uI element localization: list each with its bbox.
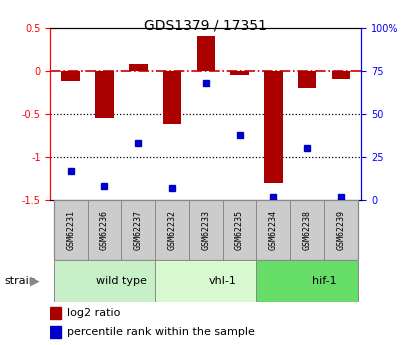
Text: GSM62238: GSM62238 — [303, 210, 312, 250]
Bar — [95, 71, 114, 118]
Bar — [87, 200, 121, 260]
Text: GDS1379 / 17351: GDS1379 / 17351 — [144, 19, 267, 33]
Bar — [257, 260, 358, 302]
Text: ▶: ▶ — [30, 275, 40, 288]
Bar — [50, 326, 61, 338]
Bar — [257, 200, 290, 260]
Bar — [189, 200, 223, 260]
Text: GSM62232: GSM62232 — [168, 210, 176, 250]
Bar — [155, 260, 257, 302]
Text: hif-1: hif-1 — [312, 276, 336, 286]
Bar — [324, 200, 358, 260]
Bar — [290, 200, 324, 260]
Bar — [163, 71, 181, 124]
Text: GSM62231: GSM62231 — [66, 210, 75, 250]
Text: GSM62237: GSM62237 — [134, 210, 143, 250]
Bar — [61, 71, 80, 81]
Text: GSM62235: GSM62235 — [235, 210, 244, 250]
Bar — [54, 260, 155, 302]
Bar — [264, 71, 283, 183]
Bar — [50, 307, 61, 319]
Text: strain: strain — [4, 276, 36, 286]
Text: wild type: wild type — [96, 276, 147, 286]
Text: log2 ratio: log2 ratio — [68, 308, 121, 318]
Text: percentile rank within the sample: percentile rank within the sample — [68, 327, 255, 337]
Bar — [298, 71, 316, 88]
Bar — [54, 200, 87, 260]
Bar — [129, 64, 147, 71]
Text: GSM62234: GSM62234 — [269, 210, 278, 250]
Text: vhl-1: vhl-1 — [209, 276, 236, 286]
Bar — [223, 200, 257, 260]
Bar — [332, 71, 350, 79]
Text: GSM62236: GSM62236 — [100, 210, 109, 250]
Bar — [155, 200, 189, 260]
Bar — [121, 200, 155, 260]
Text: GSM62233: GSM62233 — [201, 210, 210, 250]
Bar — [230, 71, 249, 75]
Bar — [197, 36, 215, 71]
Text: GSM62239: GSM62239 — [336, 210, 345, 250]
